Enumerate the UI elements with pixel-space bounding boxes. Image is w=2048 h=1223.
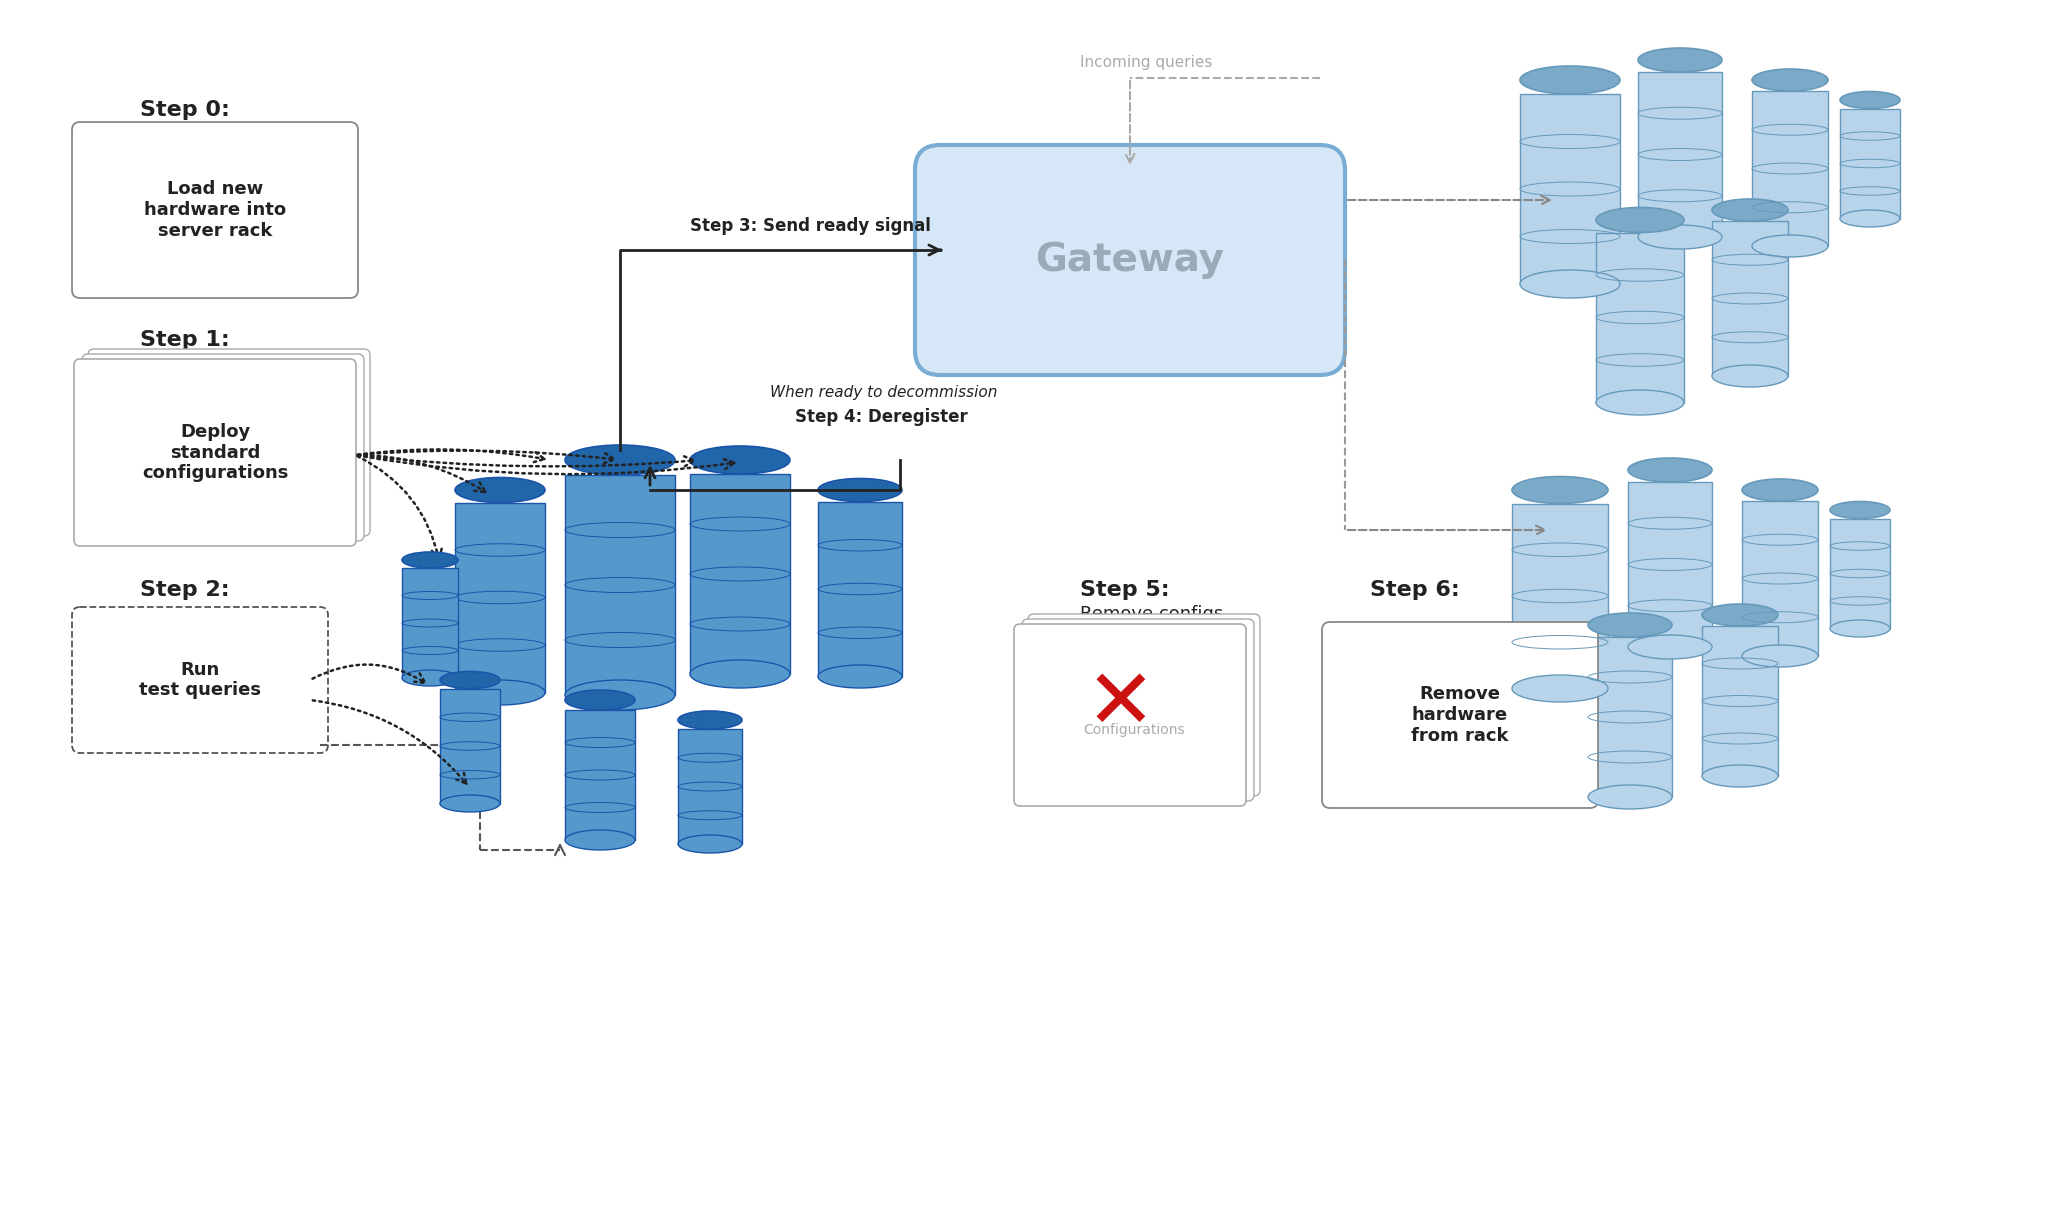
Text: Run
test queries: Run test queries (139, 660, 260, 700)
Text: When ready to decommission: When ready to decommission (770, 385, 997, 400)
Bar (1520, 94, 1620, 284)
Ellipse shape (1712, 364, 1788, 386)
FancyBboxPatch shape (1028, 614, 1260, 796)
Ellipse shape (1638, 225, 1722, 249)
Bar (1587, 637, 1671, 797)
FancyBboxPatch shape (72, 607, 328, 753)
Bar (1511, 504, 1608, 689)
Ellipse shape (1511, 675, 1608, 702)
Ellipse shape (1595, 390, 1683, 415)
FancyBboxPatch shape (82, 353, 365, 541)
Bar (565, 711, 635, 840)
Ellipse shape (1831, 501, 1890, 519)
Ellipse shape (401, 552, 459, 567)
Bar (1831, 519, 1890, 629)
Ellipse shape (440, 795, 500, 812)
Bar (401, 567, 459, 678)
Ellipse shape (1743, 645, 1819, 667)
Text: Step 2:: Step 2: (139, 580, 229, 600)
Ellipse shape (565, 680, 676, 711)
Bar (1702, 626, 1778, 777)
FancyBboxPatch shape (74, 360, 356, 545)
Ellipse shape (565, 690, 635, 711)
Text: Remove configs: Remove configs (1079, 605, 1223, 623)
Text: Incoming queries: Incoming queries (1079, 55, 1212, 70)
Ellipse shape (678, 711, 741, 729)
Text: Step 0:: Step 0: (139, 100, 229, 120)
Text: Step 5:: Step 5: (1079, 580, 1169, 600)
Bar (1751, 91, 1829, 246)
Bar (690, 475, 791, 674)
Bar (1628, 482, 1712, 647)
Text: Load new
hardware into
server rack: Load new hardware into server rack (143, 180, 287, 240)
Bar (817, 501, 901, 676)
Text: Step 4: Deregister: Step 4: Deregister (795, 408, 969, 426)
Bar (678, 729, 741, 844)
Bar (440, 689, 500, 804)
Bar (455, 503, 545, 692)
Text: Gateway: Gateway (1036, 241, 1225, 279)
Ellipse shape (817, 665, 901, 689)
FancyBboxPatch shape (1014, 624, 1245, 806)
Ellipse shape (1839, 210, 1901, 227)
Ellipse shape (455, 680, 545, 704)
Ellipse shape (1628, 457, 1712, 482)
Text: Remove
hardware
from rack: Remove hardware from rack (1411, 685, 1509, 745)
Ellipse shape (1712, 199, 1788, 221)
Bar (1595, 232, 1683, 402)
Ellipse shape (1628, 635, 1712, 659)
Ellipse shape (817, 478, 901, 501)
Ellipse shape (401, 670, 459, 686)
FancyBboxPatch shape (1022, 619, 1253, 801)
Ellipse shape (455, 477, 545, 503)
FancyBboxPatch shape (915, 146, 1346, 375)
Ellipse shape (1520, 66, 1620, 94)
Bar (1638, 72, 1722, 237)
Text: Configurations: Configurations (1083, 723, 1186, 737)
Text: Step 3: Send ready signal: Step 3: Send ready signal (690, 216, 932, 235)
Ellipse shape (1751, 235, 1829, 257)
Ellipse shape (1638, 48, 1722, 72)
Ellipse shape (678, 835, 741, 852)
Ellipse shape (1839, 92, 1901, 109)
Ellipse shape (1743, 479, 1819, 501)
Ellipse shape (1587, 613, 1671, 637)
Ellipse shape (565, 445, 676, 475)
Ellipse shape (690, 660, 791, 689)
Ellipse shape (1702, 766, 1778, 786)
Ellipse shape (690, 446, 791, 475)
Ellipse shape (1831, 620, 1890, 637)
Ellipse shape (565, 830, 635, 850)
Bar (565, 475, 676, 695)
Ellipse shape (1520, 270, 1620, 298)
Text: Step 6:: Step 6: (1370, 580, 1460, 600)
Ellipse shape (1751, 68, 1829, 91)
FancyBboxPatch shape (88, 349, 371, 536)
Ellipse shape (1587, 785, 1671, 808)
Ellipse shape (1511, 477, 1608, 504)
Bar (1712, 221, 1788, 375)
Ellipse shape (440, 671, 500, 689)
FancyBboxPatch shape (1323, 623, 1597, 808)
Text: ✕: ✕ (1085, 664, 1155, 746)
Bar (1839, 109, 1901, 219)
Ellipse shape (1595, 208, 1683, 232)
FancyBboxPatch shape (72, 122, 358, 298)
Text: Deploy
standard
configurations: Deploy standard configurations (141, 423, 289, 482)
Text: Step 1:: Step 1: (139, 330, 229, 350)
Bar (1743, 501, 1819, 656)
Ellipse shape (1702, 604, 1778, 626)
